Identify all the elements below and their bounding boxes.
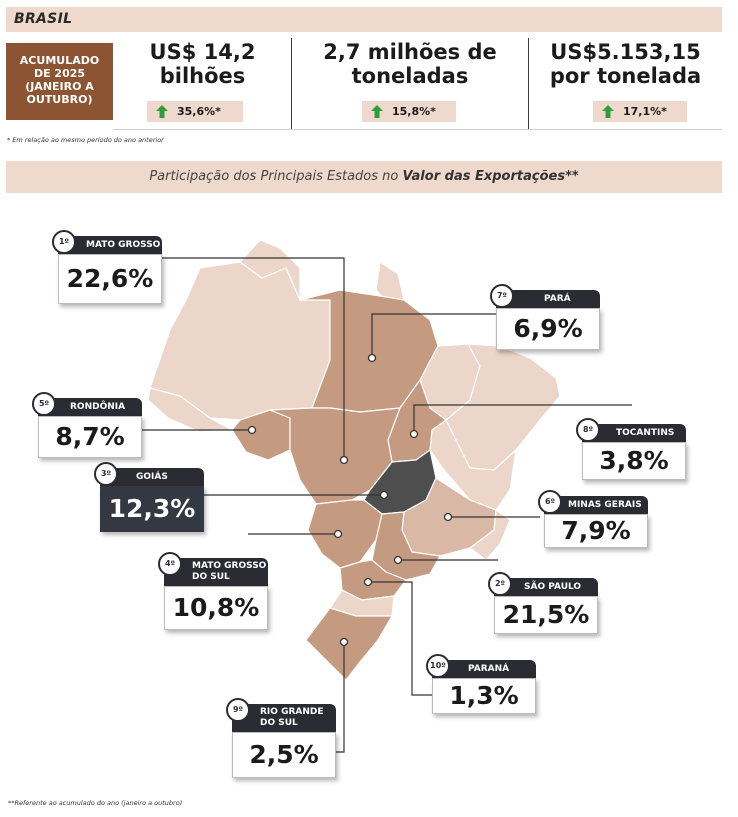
- state-share: 8,7%: [38, 416, 142, 458]
- rank-badge: 10º: [426, 654, 450, 678]
- metric-value: 2,7 milhões de toneladas: [323, 40, 497, 88]
- metric-tonnes: 2,7 milhões de toneladas 15,8%*: [292, 38, 528, 128]
- footnote-reference: **Referente ao acumulado do ano (janeiro…: [8, 799, 183, 807]
- leader-lines: [142, 257, 632, 753]
- change-value: 35,6%*: [177, 105, 221, 118]
- state-roraima: [239, 239, 301, 301]
- divider: [528, 38, 529, 130]
- rank-badge: 6º: [538, 490, 562, 514]
- state-share: 1,3%: [432, 678, 536, 714]
- rank-badge: 7º: [490, 284, 514, 308]
- section-title-band: Participação dos Principais Estados no V…: [6, 161, 722, 193]
- rank-badge: 4º: [158, 552, 182, 576]
- state-mato-grosso-do-sul: [307, 499, 383, 569]
- header-band: BRASIL: [6, 7, 722, 32]
- state-share: 22,6%: [58, 254, 162, 304]
- header-title: BRASIL: [14, 11, 73, 27]
- section-title-text: Participação dos Principais Estados no: [149, 169, 403, 184]
- footnote-comparison: * Em relação ao mesmo período do ano ant…: [7, 136, 164, 144]
- rank-badge: 5º: [32, 392, 56, 416]
- state-share: 21,5%: [494, 596, 598, 634]
- state-share: 12,3%: [100, 486, 204, 532]
- change-value: 15,8%*: [392, 105, 436, 118]
- rank-badge: 9º: [226, 698, 250, 722]
- arrow-up-icon: [602, 105, 614, 118]
- state-name: GOIÁS: [100, 468, 204, 486]
- metric-value: US$ 14,2 bilhões: [149, 40, 256, 88]
- change-badge: 35,6%*: [147, 101, 243, 122]
- state-share: 6,9%: [496, 308, 600, 350]
- state-name: SÃO PAULO: [494, 578, 598, 596]
- state-markers: [247, 353, 453, 647]
- state-sao-paulo: [371, 511, 441, 581]
- section-title: Participação dos Principais Estados no V…: [6, 169, 722, 184]
- arrow-up-icon: [156, 105, 168, 118]
- state-name: PARANÁ: [432, 660, 536, 678]
- divider: [291, 38, 292, 130]
- rank-badge: 1º: [52, 230, 76, 254]
- state-name: MATO GROSSO: [58, 236, 162, 254]
- state-share: 10,8%: [164, 586, 268, 630]
- change-badge: 17,1%*: [593, 101, 687, 122]
- metrics-baseline: [113, 129, 722, 130]
- change-value: 17,1%*: [623, 105, 667, 118]
- state-name: PARÁ: [496, 290, 600, 308]
- state-name: RONDÔNIA: [38, 398, 142, 416]
- state-acre: [147, 387, 233, 433]
- metric-value-usd: US$ 14,2 bilhões 35,6%*: [114, 38, 291, 128]
- rank-badge: 3º: [94, 462, 118, 486]
- arrow-up-icon: [371, 105, 383, 118]
- state-share: 3,8%: [582, 442, 686, 480]
- rank-badge: 8º: [576, 418, 600, 442]
- period-label: ACUMULADO DE 2025 (JANEIRO A OUTUBRO): [6, 43, 113, 120]
- state-share: 2,5%: [232, 732, 336, 778]
- metric-value: US$5.153,15 por tonelada: [549, 40, 702, 88]
- state-name: TOCANTINS: [582, 424, 686, 442]
- metric-price: US$5.153,15 por tonelada 17,1%*: [529, 38, 722, 128]
- state-name: MINAS GERAIS: [544, 496, 648, 514]
- section-title-emphasis: Valor das Exportações**: [402, 169, 579, 184]
- change-badge: 15,8%*: [362, 101, 456, 122]
- state-share: 7,9%: [544, 514, 648, 548]
- rank-badge: 2º: [488, 572, 512, 596]
- state-rio-grande-do-sul: [305, 607, 393, 681]
